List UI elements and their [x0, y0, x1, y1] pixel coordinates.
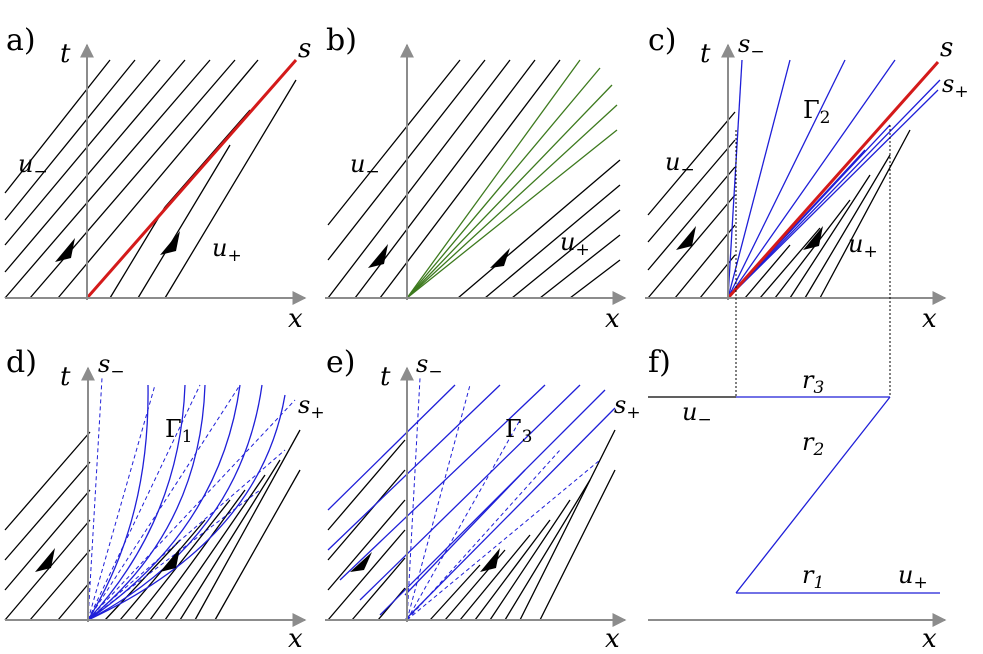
rarefaction-fan	[406, 59, 618, 299]
shock-line-s	[85, 59, 298, 299]
gamma-label: Γ1	[165, 415, 192, 447]
flow-arrow-icon	[55, 238, 75, 262]
u-minus-label: u−	[350, 150, 380, 182]
flow-arrow-icon	[490, 248, 510, 268]
u-minus-label: u−	[18, 150, 48, 182]
gamma-label: Γ2	[803, 96, 830, 128]
flow-arrow-icon	[35, 548, 55, 572]
x-label: x	[288, 624, 303, 654]
flow-arrow-icon	[803, 226, 823, 250]
u-minus-label: u−	[665, 148, 695, 180]
panel-e-label: e)	[326, 345, 355, 380]
panel-f-label: f)	[648, 345, 671, 380]
flow-arrow-icon	[368, 244, 388, 268]
s-plus-label: s+	[614, 391, 641, 423]
s-plus-label: s+	[942, 70, 969, 102]
u-plus-label: u+	[212, 234, 242, 266]
flow-arrow-icon	[160, 231, 180, 255]
s-minus-label: s−	[738, 30, 765, 62]
x-label: x	[605, 304, 620, 334]
panel-b: b) x u− u+	[325, 23, 627, 334]
u-minus-label: u−	[682, 398, 712, 430]
t-label: t	[60, 39, 71, 69]
t-label: t	[380, 362, 391, 392]
panel-a: a) t x s u− u+	[4, 23, 311, 334]
t-label: t	[700, 39, 711, 69]
t-label: t	[60, 362, 71, 392]
r2-label: r2	[802, 428, 824, 460]
x-label: x	[922, 304, 937, 334]
s-minus-label: s−	[98, 350, 125, 382]
panel-e: e)	[325, 345, 641, 654]
flow-arrow-icon	[480, 548, 500, 572]
r1-label: r1	[802, 561, 824, 593]
u-plus-label: u+	[560, 228, 590, 260]
x-label: x	[288, 304, 303, 334]
x-label: x	[922, 624, 937, 654]
panel-e-characteristics	[327, 429, 616, 621]
r3-label: r3	[802, 366, 824, 398]
panel-a-characteristics	[4, 59, 297, 299]
flow-arrow-icon	[676, 226, 696, 250]
shock-line-s	[726, 61, 940, 299]
s-plus-label: s+	[298, 391, 325, 423]
u-plus-label: u+	[848, 230, 878, 262]
panel-c-characteristics	[647, 111, 911, 299]
panel-a-label: a)	[6, 23, 36, 58]
s-label: s	[298, 34, 311, 64]
r2-branch	[735, 396, 891, 594]
fan-gamma-1	[87, 377, 296, 621]
panel-b-label: b)	[326, 23, 357, 58]
gamma-label: Γ3	[505, 415, 532, 447]
s-label: s	[940, 33, 953, 63]
x-label: x	[605, 624, 620, 654]
panel-d-characteristics	[4, 429, 301, 621]
flow-arrow-icon	[160, 548, 180, 572]
s-minus-label: s−	[416, 350, 443, 382]
fan-gamma-3	[327, 377, 616, 621]
u-plus-label: u+	[898, 561, 928, 593]
panel-c: c)	[645, 23, 969, 397]
flow-arrow-icon	[350, 552, 372, 572]
panel-c-label: c)	[648, 23, 677, 58]
panel-d: d)	[4, 345, 325, 654]
panel-d-label: d)	[6, 345, 37, 380]
panel-f: f) x r3 r2 r1 u− u+	[648, 345, 947, 654]
